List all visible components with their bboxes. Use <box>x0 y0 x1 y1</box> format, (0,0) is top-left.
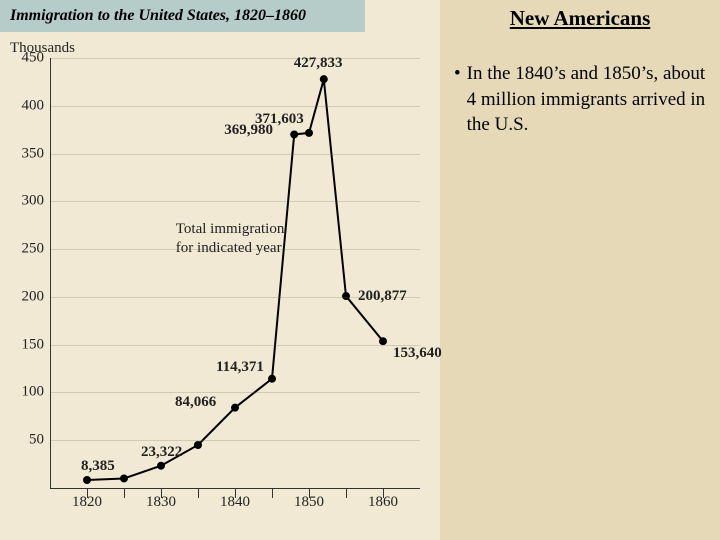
grid-line <box>50 154 420 155</box>
chart-title: Immigration to the United States, 1820–1… <box>0 0 365 32</box>
x-tick-label: 1840 <box>220 494 250 511</box>
x-minor-tick <box>346 488 347 498</box>
data-point-label: 153,640 <box>393 345 442 362</box>
y-axis <box>50 58 51 488</box>
y-tick-label: 300 <box>22 193 45 210</box>
notes-bullet: • In the 1840’s and 1850’s, about 4 mill… <box>454 61 706 138</box>
y-tick-label: 250 <box>22 241 45 258</box>
data-point-label: 200,877 <box>358 288 407 305</box>
x-minor-tick <box>124 488 125 498</box>
grid-line <box>50 58 420 59</box>
y-tick-label: 200 <box>22 288 45 305</box>
x-minor-tick <box>198 488 199 498</box>
y-tick-label: 350 <box>22 145 45 162</box>
y-tick-label: 100 <box>22 384 45 401</box>
x-tick-label: 1850 <box>294 494 324 511</box>
bullet-text: In the 1840’s and 1850’s, about 4 millio… <box>467 61 706 138</box>
x-tick-label: 1860 <box>368 494 398 511</box>
y-tick-label: 400 <box>22 97 45 114</box>
grid-line <box>50 201 420 202</box>
grid-line <box>50 440 420 441</box>
chart-caption: Total immigration for indicated year <box>176 220 285 258</box>
data-point-label: 23,322 <box>141 444 182 461</box>
data-point-label: 427,833 <box>294 55 343 72</box>
data-point-label: 371,603 <box>255 111 304 128</box>
x-tick-label: 1820 <box>72 494 102 511</box>
data-point-label: 8,385 <box>81 458 115 475</box>
y-tick-label: 450 <box>22 50 45 67</box>
data-point-label: 114,371 <box>216 359 264 376</box>
grid-line <box>50 106 420 107</box>
plot-area: 5010015020025030035040045018201830184018… <box>50 58 420 488</box>
chart-panel: Immigration to the United States, 1820–1… <box>0 0 440 540</box>
grid-line <box>50 392 420 393</box>
notes-panel: New Americans • In the 1840’s and 1850’s… <box>440 0 720 540</box>
bullet-icon: • <box>454 61 461 138</box>
grid-line <box>50 345 420 346</box>
chart-title-bar: Immigration to the United States, 1820–1… <box>0 0 440 32</box>
x-minor-tick <box>272 488 273 498</box>
y-tick-label: 150 <box>22 336 45 353</box>
data-point-label: 84,066 <box>175 394 216 411</box>
y-tick-label: 50 <box>29 432 44 449</box>
x-tick-label: 1830 <box>146 494 176 511</box>
notes-heading: New Americans <box>454 6 706 31</box>
